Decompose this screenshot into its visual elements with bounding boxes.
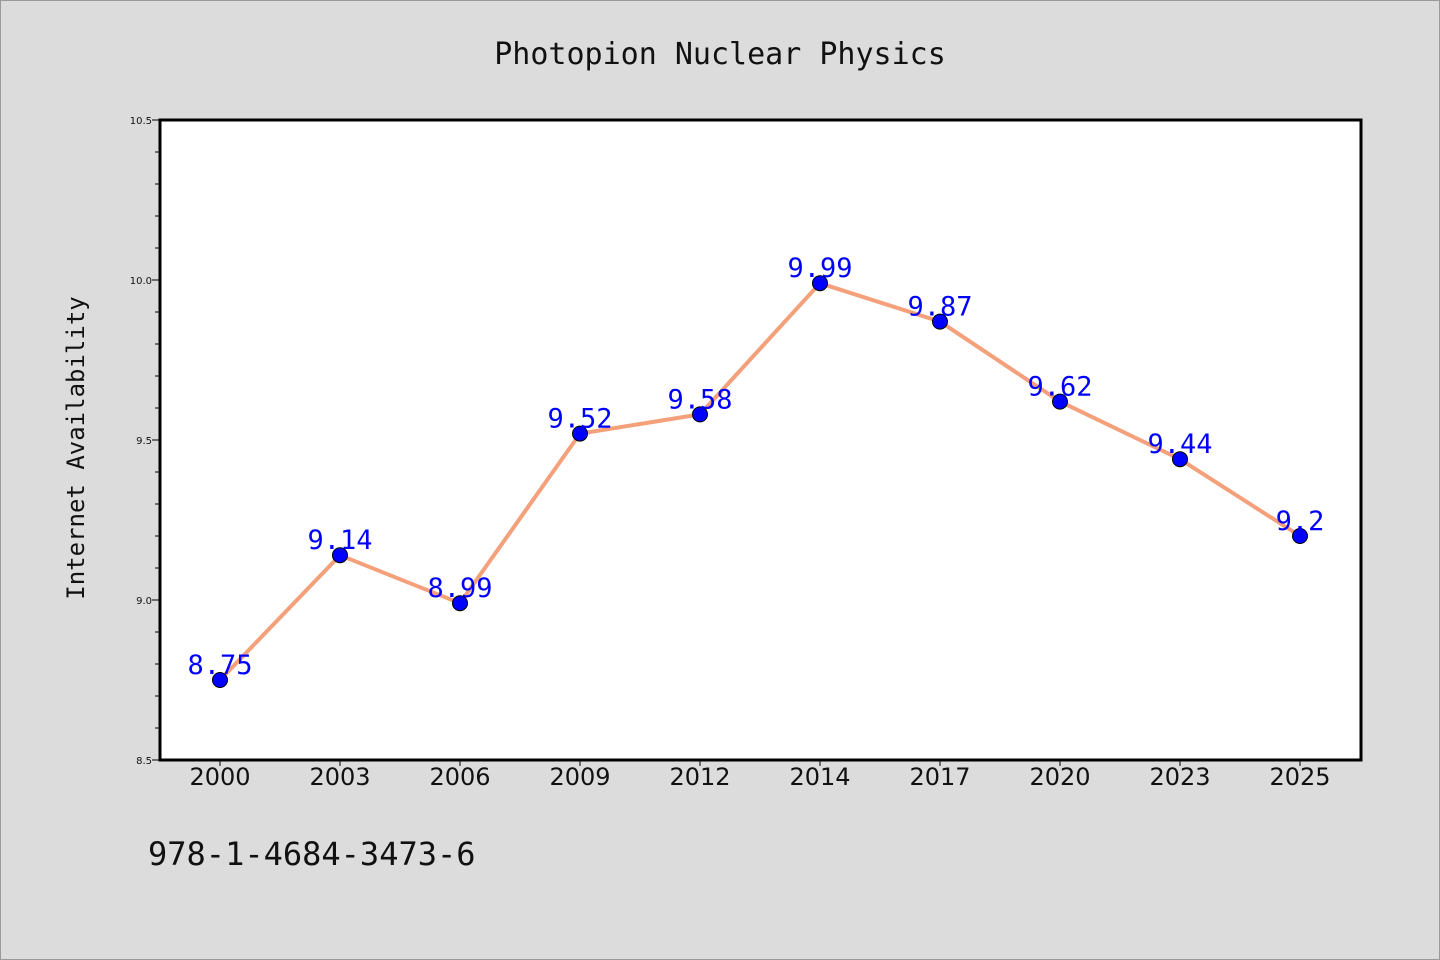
series-line-group xyxy=(218,281,1302,682)
x-tick-label: 2012 xyxy=(669,763,730,791)
plot-area xyxy=(158,118,1363,762)
data-point xyxy=(1172,451,1188,468)
data-point xyxy=(932,313,948,330)
data-point xyxy=(812,275,828,292)
y-tick-label: 10.5 xyxy=(130,116,152,127)
markers-group xyxy=(212,275,1308,688)
x-tick-label: 2023 xyxy=(1149,763,1210,791)
y-tick-label: 9.0 xyxy=(136,596,152,607)
data-label: 8.99 xyxy=(427,573,492,604)
data-point xyxy=(332,547,348,564)
data-label: 9.58 xyxy=(667,384,732,415)
isbn-text: 978-1-4684-3473-6 xyxy=(148,835,476,873)
data-point xyxy=(212,672,228,688)
data-point xyxy=(1052,393,1068,410)
data-point xyxy=(1292,528,1308,544)
data-label: 9.2 xyxy=(1276,506,1325,537)
data-label: 9.52 xyxy=(547,404,612,435)
data-label: 9.14 xyxy=(307,525,372,556)
x-tick-label: 2020 xyxy=(1029,763,1090,791)
y-axis: 8.5 9.0 9.5 10.0 10.5 xyxy=(130,116,160,767)
data-point xyxy=(692,406,708,423)
data-label: 8.75 xyxy=(187,650,252,681)
y-axis-label: Internet Availability xyxy=(62,296,90,599)
series-line xyxy=(218,281,1302,682)
chart-title: Photopion Nuclear Physics xyxy=(494,37,946,72)
data-label: 9.44 xyxy=(1147,429,1212,460)
data-point xyxy=(572,425,588,442)
x-tick-label: 2003 xyxy=(309,763,370,791)
data-label: 9.99 xyxy=(787,253,852,284)
x-axis: 2000 2003 2006 2009 2012 2014 2017 2020 2023 2025 xyxy=(189,760,1331,791)
x-tick-label: 2006 xyxy=(429,763,490,791)
data-label: 9.62 xyxy=(1027,372,1092,403)
y-tick-label: 10.0 xyxy=(130,276,152,287)
x-tick-label: 2000 xyxy=(189,763,250,791)
x-tick-label: 2017 xyxy=(909,763,970,791)
y-tick-label: 8.5 xyxy=(136,756,152,767)
y-tick-label: 9.5 xyxy=(136,436,152,447)
x-tick-label: 2025 xyxy=(1269,763,1330,791)
x-tick-label: 2009 xyxy=(549,763,610,791)
data-point xyxy=(452,595,468,612)
x-tick-label: 2014 xyxy=(789,763,850,791)
data-labels-group: 8.75 9.14 8.99 9.52 9.58 9.99 9.87 9.62 9.44 9.2 xyxy=(187,253,1324,681)
data-label: 9.87 xyxy=(907,292,972,323)
